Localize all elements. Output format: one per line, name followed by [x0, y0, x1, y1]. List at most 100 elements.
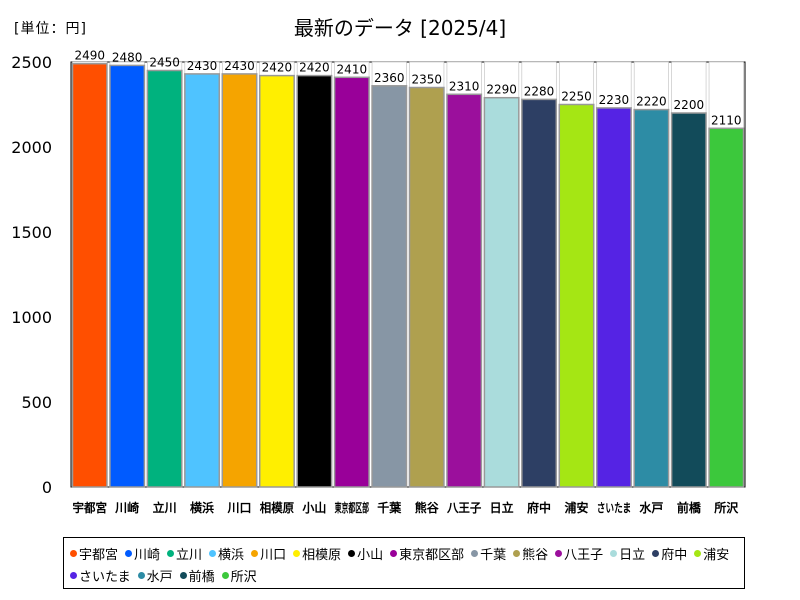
legend-item: 日立: [610, 542, 645, 564]
legend-swatch: [513, 549, 521, 557]
legend-label: 水戸: [146, 569, 173, 585]
bar: [408, 86, 445, 488]
legend-item: 熊谷: [513, 542, 548, 564]
legend-item: 千葉: [471, 542, 506, 564]
y-tick-label: 500: [21, 393, 52, 412]
legend-swatch: [70, 571, 77, 579]
data-label: 2200: [674, 98, 705, 112]
bar: [446, 93, 483, 488]
bar: [109, 64, 146, 488]
legend-label: 東京都区部: [399, 547, 465, 563]
data-label: 2420: [262, 61, 293, 75]
legend-swatch: [610, 549, 618, 557]
x-tick-label: 府中: [527, 500, 551, 515]
bar: [371, 85, 408, 488]
data-label: 2450: [149, 56, 180, 70]
bar: [221, 73, 258, 488]
bar: [296, 74, 333, 488]
legend-swatch: [221, 571, 229, 579]
data-label: 2350: [411, 73, 442, 87]
legend-item: 浦安: [694, 542, 729, 564]
data-label: 2480: [112, 50, 143, 64]
legend-item: 八王子: [555, 542, 603, 564]
legend-label: 宇都宮: [79, 547, 119, 563]
x-tick-label: 川崎: [114, 500, 139, 515]
bar: [146, 69, 183, 488]
x-tick-label: 浦安: [564, 500, 588, 515]
legend-item: 宇都宮: [70, 542, 118, 564]
x-tick-label: 水戸: [639, 500, 663, 515]
legend-item: 立川: [167, 542, 202, 564]
legend-label: 浦安: [703, 547, 730, 563]
bar: [595, 107, 632, 488]
legend-item: 川口: [251, 542, 286, 564]
data-label: 2420: [299, 61, 330, 75]
data-label: 2310: [449, 79, 480, 93]
plot-area: [70, 61, 746, 488]
legend-item: 府中: [652, 542, 687, 564]
data-label: 2280: [524, 84, 555, 98]
legend-swatch: [652, 549, 660, 557]
x-tick-label: 立川: [153, 500, 177, 515]
legend-item: 横浜: [209, 542, 244, 564]
data-label: 2290: [486, 83, 517, 97]
data-label: 2430: [224, 59, 255, 73]
chart-legend: 宇都宮 川崎 立川 横浜 川口 相模原 小山 東京都区部 千葉 熊谷 八王子 日立 府中 浦安さいたま 水戸…: [63, 537, 745, 589]
legend-label: 立川: [176, 547, 203, 563]
x-tick-label: 前橋: [677, 500, 702, 515]
bar: [483, 96, 520, 488]
bar: [184, 73, 221, 488]
bar: [708, 127, 745, 488]
x-tick-label: 八王子: [446, 501, 481, 515]
legend-swatch: [70, 549, 77, 557]
legend-item: 水戸: [137, 564, 173, 586]
legend-item: 相模原: [293, 542, 341, 564]
bar-background: [521, 61, 557, 100]
legend-item: さいたま: [70, 564, 131, 586]
legend-label: 府中: [661, 547, 688, 563]
x-tick-label: 川口: [226, 501, 251, 515]
bar: [521, 98, 558, 488]
x-tick-label: 千葉: [377, 500, 402, 515]
x-tick-label: 所沢: [714, 500, 739, 515]
legend-label: 前橋: [188, 569, 215, 585]
legend-label: 相模原: [302, 547, 342, 563]
legend-swatch: [694, 549, 702, 557]
legend-item: 東京都区部: [390, 542, 464, 564]
x-tick-label: 小山: [302, 500, 326, 515]
data-label: 2230: [599, 93, 630, 107]
y-tick-label: 1000: [11, 308, 52, 327]
legend-label: 小山: [357, 547, 384, 563]
legend-item: 小山: [348, 542, 383, 564]
legend-swatch: [209, 549, 217, 557]
bar-background: [671, 61, 707, 114]
bar: [258, 74, 295, 488]
legend-label: 千葉: [480, 547, 507, 563]
legend-swatch: [293, 549, 301, 557]
y-tick-label: 2500: [11, 53, 52, 72]
legend-item: 川崎: [125, 542, 160, 564]
x-tick-label: 東京都区部: [335, 500, 369, 515]
bar-background: [558, 61, 595, 105]
x-tick-label: 相模原: [260, 500, 294, 515]
legend-swatch: [167, 549, 175, 557]
bar-background: [633, 61, 669, 110]
bar: [71, 62, 108, 488]
unit-label: [単位：円]: [14, 21, 87, 37]
data-label: 2360: [374, 71, 405, 85]
legend-label: 横浜: [218, 547, 245, 563]
legend-swatch: [125, 549, 133, 557]
data-label: 2110: [711, 113, 742, 127]
x-tick-label: 宇都宮: [73, 500, 107, 515]
data-label: 2410: [337, 62, 368, 76]
legend-label: 所沢: [230, 569, 257, 585]
y-tick-label: 0: [42, 478, 52, 497]
bar: [670, 112, 707, 488]
data-label: 2250: [561, 90, 592, 104]
legend-item: 所沢: [221, 564, 257, 586]
legend-item: 前橋: [179, 564, 215, 586]
legend-label: 川口: [260, 547, 287, 563]
x-tick-label: さいたま: [597, 501, 631, 515]
y-tick-label: 2000: [11, 138, 52, 157]
data-label: 2220: [636, 95, 667, 109]
